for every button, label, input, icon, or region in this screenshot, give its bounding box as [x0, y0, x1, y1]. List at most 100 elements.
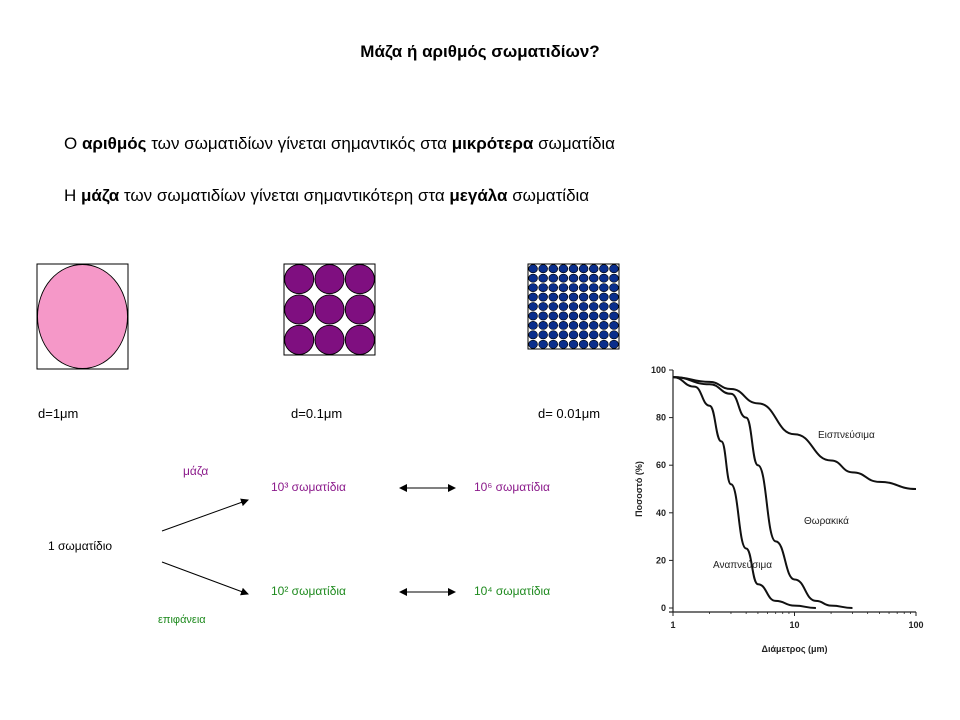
- particle: [538, 302, 548, 311]
- particle: [558, 339, 569, 349]
- particle: [599, 311, 609, 321]
- y-tick-label: 60: [656, 460, 666, 470]
- statement-mass: Η μάζα των σωματιδίων γίνεται σημαντικότ…: [64, 186, 589, 206]
- particle: [558, 273, 569, 283]
- particle: [578, 339, 589, 349]
- statement-mass-keyword: μάζα: [81, 186, 120, 205]
- particle: [548, 320, 559, 330]
- particle: [578, 273, 589, 283]
- particle: [538, 264, 548, 274]
- particle-label-1um: d=1μm: [38, 406, 79, 421]
- particle: [588, 330, 599, 340]
- series-label-3: Αναπνεύσιμα: [713, 559, 772, 571]
- particle: [528, 302, 538, 311]
- particle: [528, 292, 538, 302]
- series-line-1: [672, 376, 917, 490]
- particle: [609, 330, 619, 340]
- particle: [538, 273, 548, 283]
- particle: [314, 324, 345, 355]
- arrow-to-surface: [161, 561, 249, 596]
- y-tick-label: 80: [656, 413, 666, 423]
- particle: [568, 339, 579, 349]
- particle: [314, 264, 345, 295]
- particle: [548, 273, 559, 283]
- x-tick-label: 10: [789, 620, 799, 630]
- particle: [588, 283, 599, 293]
- particle: [538, 283, 548, 293]
- particle: [558, 283, 569, 293]
- particle: [599, 273, 609, 283]
- particle-label-01um: d=0.1μm: [291, 406, 343, 421]
- particle: [538, 330, 548, 340]
- statement-number-keyword: αριθμός: [81, 134, 147, 153]
- surface-end-count: 10⁴ σωματίδια: [474, 584, 551, 598]
- particle: [284, 324, 315, 355]
- particle: [588, 302, 599, 311]
- particle: [538, 339, 548, 349]
- particle: [558, 330, 569, 340]
- particle: [609, 264, 619, 274]
- particle: [538, 320, 548, 330]
- particle-label-001um: d= 0.01μm: [538, 406, 601, 421]
- particle: [344, 294, 375, 325]
- particle: [568, 311, 579, 321]
- particle: [314, 294, 345, 325]
- particle-box-3: [527, 263, 620, 350]
- particle: [609, 339, 619, 349]
- particle: [599, 330, 609, 340]
- particle: [588, 273, 599, 283]
- mass-end-count: 10⁶ σωματίδια: [474, 480, 550, 494]
- particle: [558, 292, 569, 302]
- series-label-1: Εισπνεύσιμα: [818, 429, 875, 441]
- x-axis-label: Διάμετρος (μm): [761, 644, 827, 654]
- particle: [599, 264, 609, 274]
- particle: [344, 264, 375, 295]
- particle: [538, 311, 548, 321]
- deposition-chart: 0 20 40 60 80 100 1 10 100 Διάμετρος (μm) Ποσοστό …: [630, 360, 930, 660]
- statement-mass-prefix: Η: [64, 186, 81, 205]
- x-tick-label: 1: [670, 620, 675, 630]
- particle: [599, 292, 609, 302]
- particle: [538, 292, 548, 302]
- particle: [37, 264, 128, 369]
- y-tick-label: 20: [656, 555, 666, 565]
- particle: [568, 330, 579, 340]
- surface-label: επιφάνεια: [158, 614, 206, 626]
- particle: [558, 320, 569, 330]
- statement-number: Ο αριθμός των σωματιδίων γίνεται σημαντι…: [64, 134, 615, 154]
- arrow-to-mass: [161, 498, 249, 532]
- mass-mid-count: 10³ σωματίδια: [271, 480, 346, 494]
- particle: [528, 264, 538, 274]
- particle: [528, 330, 538, 340]
- particle: [568, 292, 579, 302]
- particle: [548, 339, 559, 349]
- particle: [578, 320, 589, 330]
- particle: [548, 302, 559, 311]
- statement-number-mid: των σωματιδίων γίνεται σημαντικός στα: [146, 134, 452, 153]
- particle: [578, 330, 589, 340]
- particle: [578, 264, 589, 274]
- statement-number-emphasis: μικρότερα: [451, 134, 534, 153]
- particle: [578, 302, 589, 311]
- particle: [568, 283, 579, 293]
- particle: [609, 283, 619, 293]
- deposition-chart-svg: 0 20 40 60 80 100 1 10 100 Διάμετρος (μm) Ποσοστό …: [634, 365, 924, 654]
- particle: [568, 320, 579, 330]
- particle: [548, 330, 559, 340]
- particle: [568, 302, 579, 311]
- y-axis-label: Ποσοστό (%): [634, 461, 644, 517]
- particle: [609, 292, 619, 302]
- particle: [609, 302, 619, 311]
- particle: [588, 264, 599, 274]
- particle: [599, 283, 609, 293]
- flow-source: 1 σωματίδιο: [48, 539, 113, 553]
- particle: [548, 264, 559, 274]
- particle: [558, 264, 569, 274]
- mass-label: μάζα: [183, 464, 209, 478]
- y-tick-label: 0: [661, 603, 666, 613]
- surface-mid-count: 10² σωματίδια: [271, 584, 346, 598]
- particle: [528, 311, 538, 321]
- statement-number-prefix: Ο: [64, 134, 82, 153]
- particle: [548, 311, 559, 321]
- y-tick-label: 100: [651, 365, 666, 375]
